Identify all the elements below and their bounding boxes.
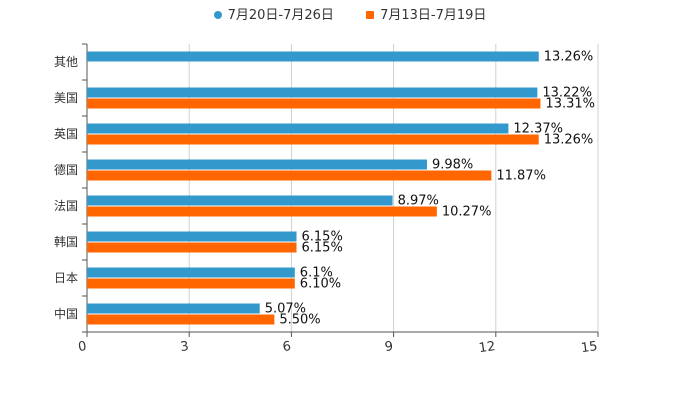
data-label-series-2-1: 13.31% — [545, 97, 595, 112]
legend-marker-series-2 — [366, 11, 375, 19]
data-label-series-1-1: 13.22% — [542, 86, 592, 101]
legend-item-series-1[interactable]: 7月20日-7月26日 — [213, 4, 334, 23]
data-label-series-1-4: 8.97% — [398, 194, 439, 209]
bar-series-2-6[interactable] — [87, 278, 295, 289]
category-label-0: 其他 — [54, 55, 78, 69]
data-label-series-2-3: 11.87% — [496, 169, 546, 184]
category-label-7: 中国 — [54, 306, 78, 321]
x-tick-label-3: 9 — [384, 339, 394, 355]
bar-series-1-3[interactable] — [87, 159, 427, 170]
bar-series-2-4[interactable] — [87, 206, 437, 217]
x-tick-label-4: 12 — [478, 339, 496, 356]
data-label-series-1-5: 6.15% — [302, 230, 343, 245]
x-tick-label-2: 6 — [282, 339, 292, 355]
category-label-4: 法国 — [54, 199, 78, 213]
data-label-series-1-3: 9.98% — [432, 158, 473, 173]
bar-series-1-7[interactable] — [87, 303, 260, 314]
data-label-series-1-7: 5.07% — [265, 302, 306, 317]
bar-series-1-5[interactable] — [87, 231, 297, 242]
chart-legend: 7月20日-7月26日 7月13日-7月19日 — [0, 4, 700, 23]
legend-marker-series-1 — [213, 11, 222, 19]
data-label-series-2-7: 5.50% — [279, 313, 320, 328]
data-label-series-2-6: 6.10% — [300, 277, 341, 292]
x-tick-label-5: 15 — [580, 339, 598, 356]
bar-series-1-2[interactable] — [87, 123, 509, 134]
legend-label-series-1: 7月20日-7月26日 — [227, 8, 334, 23]
category-label-5: 韩国 — [54, 234, 78, 249]
bar-series-2-7[interactable] — [87, 314, 275, 325]
legend-label-series-2: 7月13日-7月19日 — [380, 8, 487, 23]
data-label-series-1-2: 12.37% — [513, 122, 563, 137]
data-label-series-1-0: 13.26% — [544, 50, 594, 65]
bar-series-1-6[interactable] — [87, 267, 295, 278]
bar-series-2-2[interactable] — [87, 134, 539, 145]
bar-series-2-5[interactable] — [87, 242, 297, 253]
data-label-series-2-4: 10.27% — [442, 205, 492, 220]
bar-series-2-1[interactable] — [87, 98, 541, 109]
category-label-2: 英国 — [54, 127, 78, 141]
category-label-6: 日本 — [54, 271, 78, 285]
x-tick-label-0: 0 — [77, 339, 87, 355]
data-label-series-2-5: 6.15% — [302, 241, 343, 256]
category-label-1: 美国 — [54, 91, 78, 105]
data-label-series-2-2: 13.26% — [544, 133, 594, 148]
legend-item-series-2[interactable]: 7月13日-7月19日 — [366, 4, 486, 23]
category-label-3: 德国 — [54, 162, 78, 177]
data-label-series-1-6: 6.1% — [300, 266, 333, 281]
x-tick-label-1: 3 — [179, 339, 189, 355]
bar-series-1-1[interactable] — [87, 87, 538, 98]
bar-series-2-3[interactable] — [87, 170, 492, 181]
bar-series-1-4[interactable] — [87, 195, 393, 206]
bar-series-1-0[interactable] — [87, 51, 539, 62]
